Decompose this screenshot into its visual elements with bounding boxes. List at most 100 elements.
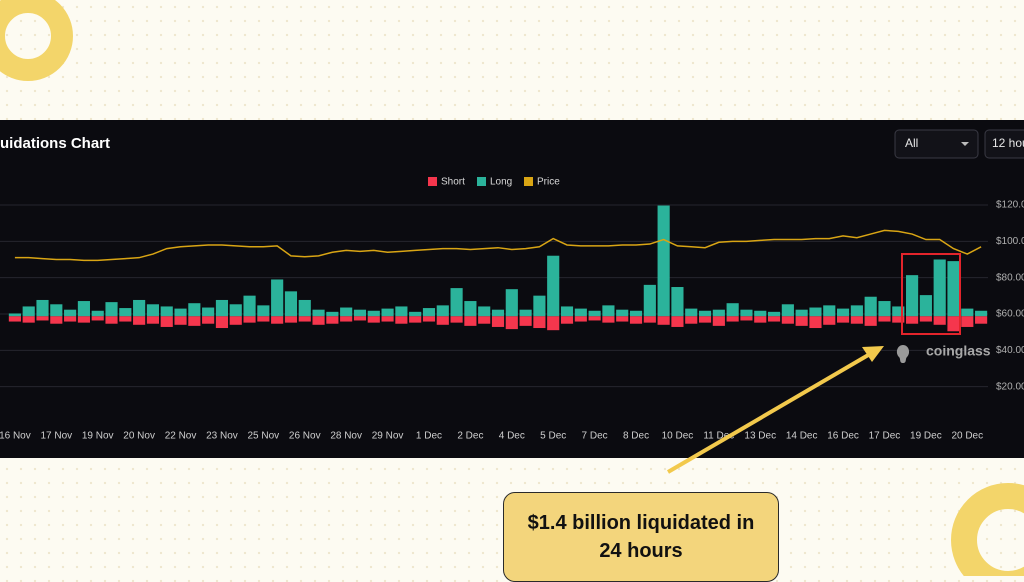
bar [436, 316, 449, 325]
bar [560, 306, 574, 317]
bar [906, 275, 919, 317]
bar [850, 305, 863, 317]
bar [491, 316, 505, 327]
bar [243, 316, 256, 323]
bar [643, 316, 656, 323]
bar [740, 316, 753, 321]
bar [864, 296, 877, 317]
bar [767, 316, 781, 322]
watermark-icon [896, 345, 910, 363]
bar [560, 316, 574, 324]
bar [174, 308, 187, 317]
bar [505, 289, 518, 317]
y2-tick-label: $20.00 [996, 381, 1024, 392]
bar [795, 316, 808, 326]
bar [712, 316, 725, 326]
bar [629, 310, 643, 317]
bar [160, 316, 173, 327]
x-tick-label: 26 Nov [289, 431, 321, 442]
bar [809, 316, 822, 329]
bar [64, 309, 77, 317]
bar [712, 309, 725, 317]
x-tick-label: 19 Nov [82, 431, 114, 442]
x-tick-label: 14 Dec [786, 431, 818, 442]
bar [740, 309, 753, 317]
bar [878, 316, 891, 322]
filter-dropdown[interactable] [894, 129, 979, 159]
legend-swatch [428, 177, 437, 186]
x-tick-label: 17 Nov [40, 431, 72, 442]
x-tick-label: 20 Dec [951, 431, 983, 442]
bar [133, 316, 146, 325]
y2-tick-label: $120.0 [996, 200, 1024, 211]
bar [284, 291, 298, 317]
bar [726, 316, 739, 322]
bar [975, 316, 988, 324]
bar [50, 304, 63, 317]
legend-label: Price [537, 177, 560, 188]
bar [8, 316, 21, 322]
x-tick-label: 23 Nov [206, 431, 238, 442]
bar [105, 316, 118, 324]
legend-swatch [477, 177, 486, 186]
bar [671, 287, 684, 317]
bar [133, 299, 146, 317]
bar [961, 316, 974, 327]
bar [726, 303, 739, 317]
bar [146, 304, 160, 317]
decor-ring [951, 483, 1024, 576]
bar [215, 316, 229, 329]
bar [754, 316, 767, 323]
bar [160, 306, 173, 317]
bar [91, 310, 104, 317]
y2-tick-label: $40.00 [996, 345, 1024, 356]
x-tick-label: 16 Dec [827, 431, 859, 442]
bar [22, 306, 35, 317]
legend-swatch [524, 177, 533, 186]
x-tick-label: 7 Dec [582, 431, 608, 442]
bar [809, 307, 822, 317]
bar [50, 316, 63, 324]
bar [836, 308, 850, 317]
bar [588, 310, 601, 317]
chart-title: uidations Chart [0, 135, 110, 152]
bar [823, 305, 836, 317]
bar [947, 316, 960, 332]
bar [257, 305, 270, 317]
bar [698, 316, 712, 323]
bar [547, 316, 560, 331]
bar [588, 316, 601, 321]
bar [64, 316, 77, 322]
bar [657, 316, 670, 325]
bar [367, 316, 380, 323]
x-tick-label: 28 Nov [330, 431, 362, 442]
bar [188, 303, 201, 317]
bar [243, 295, 256, 317]
bar [36, 299, 49, 317]
bar [298, 316, 311, 322]
x-tick-label: 13 Dec [744, 431, 776, 442]
bar [353, 309, 367, 317]
bar [629, 316, 643, 324]
bar [36, 316, 49, 321]
bar [77, 316, 90, 323]
x-tick-label: 4 Dec [499, 431, 525, 442]
bar [174, 316, 187, 325]
bar [271, 279, 284, 317]
x-tick-label: 11 Dec [703, 431, 734, 442]
bar [643, 284, 656, 317]
bar [119, 316, 132, 322]
bar [312, 309, 325, 317]
decor-ring [0, 0, 73, 81]
bar [533, 316, 546, 329]
interval-dropdown[interactable] [984, 129, 1024, 159]
bar [464, 301, 477, 317]
bar [616, 316, 629, 322]
bar [850, 316, 863, 324]
bar [326, 311, 339, 317]
bar [892, 306, 905, 317]
bar [77, 301, 90, 317]
x-tick-label: 20 Nov [123, 431, 155, 442]
bar [505, 316, 518, 330]
arrow-head [862, 346, 884, 362]
